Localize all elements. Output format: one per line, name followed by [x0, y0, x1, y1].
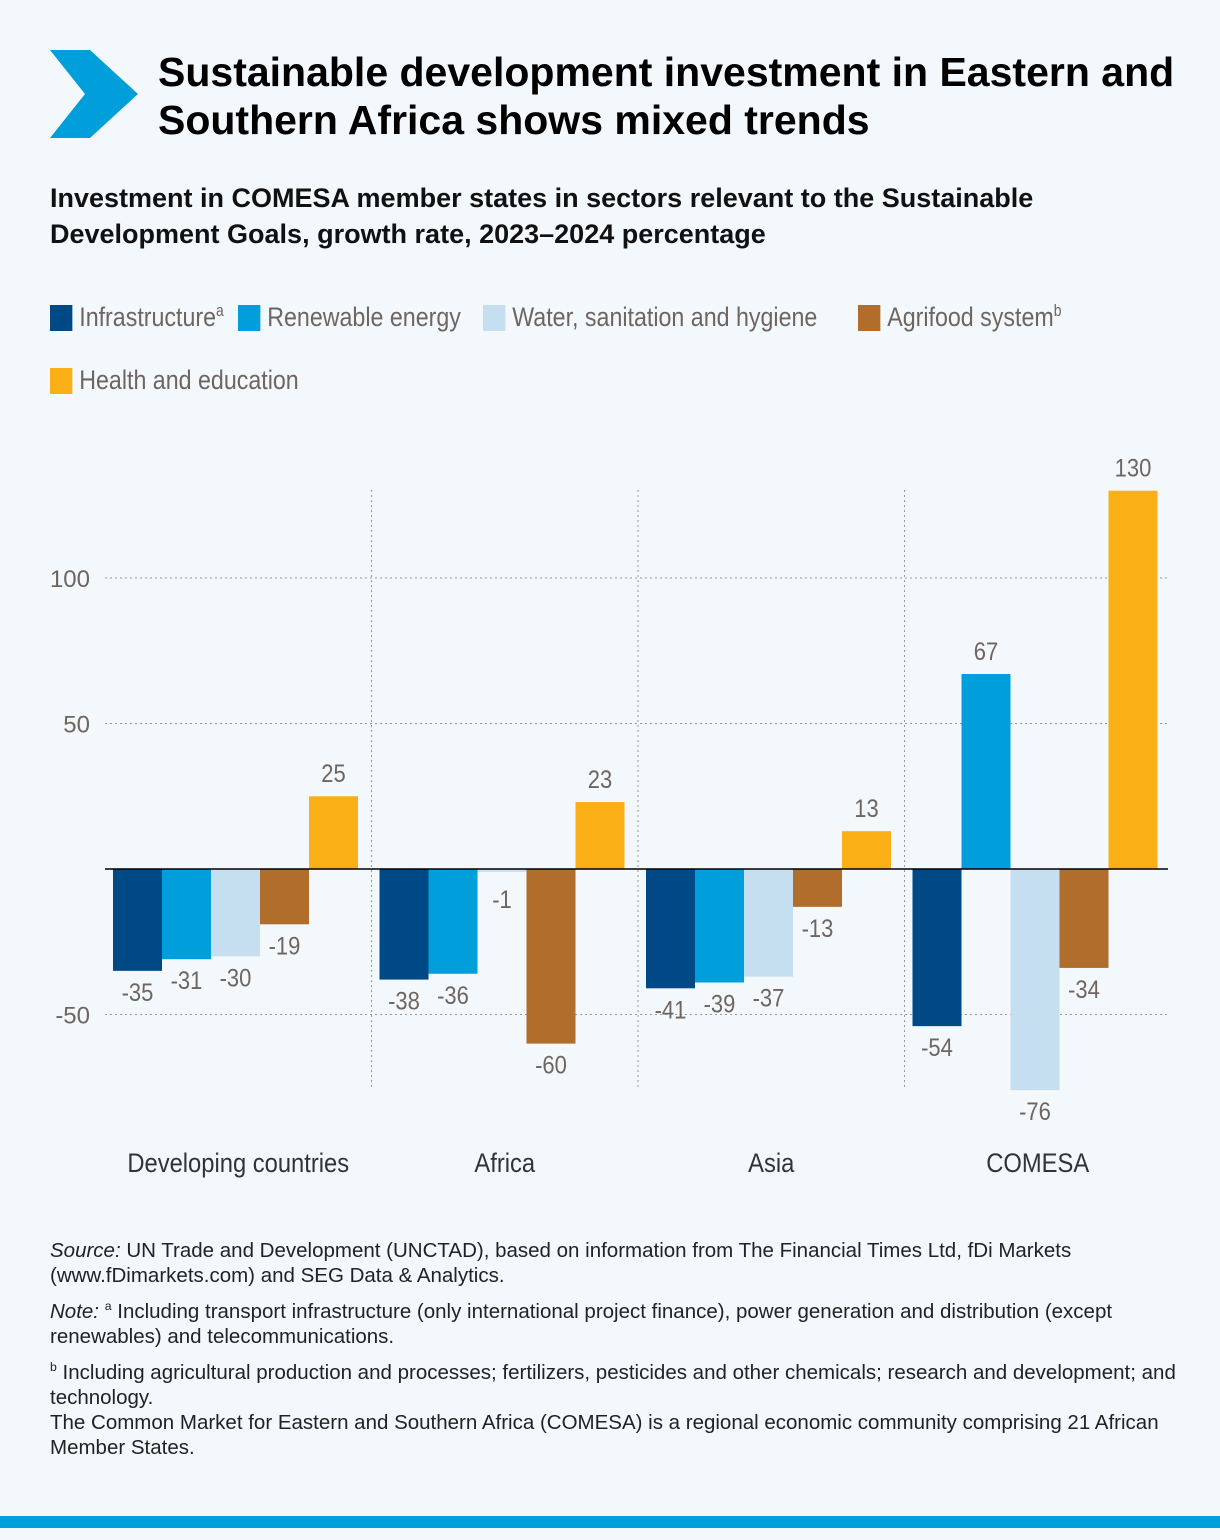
legend-item: Renewable energy — [238, 302, 461, 333]
chart-subtitle: Investment in COMESA member states in se… — [50, 183, 1034, 249]
y-tick-label: 100 — [50, 566, 90, 593]
data-label: -36 — [437, 981, 469, 1009]
x-tick-label: Asia — [748, 1149, 795, 1179]
legend-swatch — [50, 304, 73, 331]
bar — [526, 869, 576, 1044]
data-label: 67 — [974, 638, 998, 666]
legend-label: Infrastructurea — [79, 302, 224, 332]
bar — [793, 869, 842, 907]
bar — [646, 869, 695, 989]
bar — [1108, 490, 1158, 869]
bar — [842, 831, 891, 869]
chevron-right-icon — [50, 50, 138, 138]
bottom-accent-bar — [0, 1516, 1220, 1528]
x-tick-label: Africa — [474, 1149, 536, 1179]
bar-chart: -50 50 100 -35 -31 -30 -19 25 Developing countri… — [50, 454, 1168, 1179]
page-title: Sustainable development investment in Ea… — [158, 49, 1175, 143]
legend-label: Agrifood systemb — [887, 302, 1062, 332]
bar — [961, 674, 1011, 869]
bar — [113, 869, 162, 971]
bar — [575, 802, 625, 869]
data-label: -19 — [269, 932, 301, 960]
legend: Infrastructurea Renewable energy Water, sa… — [50, 302, 1180, 396]
notes: Source: UN Trade and Development (UNCTAD… — [50, 1238, 1180, 1466]
legend-label: Health and education — [79, 365, 299, 395]
data-label: -39 — [704, 990, 736, 1018]
data-label: -31 — [171, 967, 203, 995]
data-label: -41 — [655, 996, 687, 1024]
data-label: -60 — [535, 1051, 567, 1079]
data-label: -13 — [802, 915, 834, 943]
data-label: -35 — [122, 979, 154, 1007]
legend-swatch — [238, 304, 261, 331]
legend-item: Infrastructurea — [50, 302, 224, 333]
bar — [260, 869, 309, 925]
bar — [309, 796, 358, 869]
bar — [695, 869, 744, 983]
legend-swatch — [857, 304, 881, 331]
data-label: -34 — [1068, 976, 1100, 1004]
legend-item: Health and education — [50, 365, 299, 396]
source-note: Source: UN Trade and Development (UNCTAD… — [50, 1239, 1072, 1287]
note-a: Note: a Including transport infrastructu… — [50, 1299, 1113, 1348]
legend-label: Renewable energy — [267, 302, 461, 332]
bar — [379, 869, 429, 980]
bar — [211, 869, 260, 957]
y-tick-label: 50 — [63, 712, 90, 739]
bar — [1059, 869, 1109, 968]
bar — [428, 869, 478, 974]
bar — [744, 869, 793, 977]
legend-item: Water, sanitation and hygiene — [483, 302, 818, 333]
data-label: -37 — [753, 984, 785, 1012]
legend-superscript: b — [1053, 302, 1062, 320]
comesa-note: The Common Market for Eastern and Southe… — [50, 1410, 1159, 1459]
data-label: -54 — [921, 1034, 953, 1062]
data-label: 13 — [854, 795, 878, 823]
note-b: b Including agricultural production and … — [50, 1359, 1176, 1409]
data-label: 25 — [321, 760, 345, 788]
x-tick-label: Developing countries — [127, 1149, 349, 1179]
data-label: -30 — [220, 964, 252, 992]
legend-label: Water, sanitation and hygiene — [512, 302, 818, 332]
legend-swatch — [483, 304, 506, 331]
bar — [477, 869, 527, 872]
data-label: -76 — [1019, 1098, 1051, 1126]
y-tick-label: -50 — [55, 1003, 90, 1030]
data-label: -38 — [388, 987, 420, 1015]
data-label: 23 — [588, 766, 612, 794]
data-label: -1 — [492, 886, 512, 914]
bar — [912, 869, 962, 1027]
legend-superscript: a — [216, 302, 224, 320]
data-label: 130 — [1115, 454, 1152, 482]
bar — [162, 869, 211, 960]
legend-swatch — [50, 367, 73, 394]
bar — [1010, 869, 1060, 1091]
x-tick-label: COMESA — [986, 1149, 1089, 1179]
legend-item: Agrifood systemb — [857, 302, 1062, 333]
